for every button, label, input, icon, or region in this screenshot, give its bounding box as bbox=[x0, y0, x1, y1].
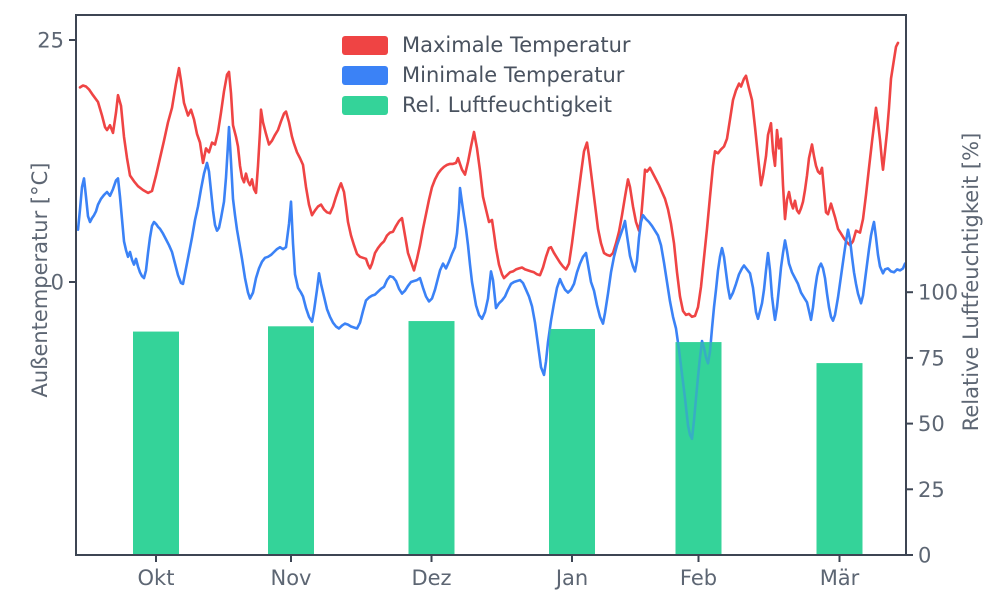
humidity-bar-overlay-Jan bbox=[549, 328, 595, 555]
humidity-bar-overlay-Mär bbox=[816, 363, 863, 555]
y-axis-left-label: Außentemperatur [°C] bbox=[28, 162, 52, 398]
humidity-bar-overlay-Nov bbox=[268, 326, 314, 555]
x-tick-label: Dez bbox=[411, 566, 451, 590]
min-temperature-line bbox=[76, 125, 907, 441]
y-left-tick-label: 25 bbox=[37, 29, 64, 53]
y-right-tick-label: 75 bbox=[918, 346, 945, 370]
plot-border bbox=[75, 14, 907, 556]
legend-label: Maximale Temperatur bbox=[402, 33, 631, 57]
y-right-tick-label: 0 bbox=[918, 544, 931, 568]
y-right-tick-label: 25 bbox=[918, 478, 945, 502]
y-axis-right-label: Relative Luftfeuchtigkeit [%] bbox=[959, 132, 983, 432]
x-tick-label: Jan bbox=[554, 566, 588, 590]
y-right-tick-label: 100 bbox=[918, 281, 958, 305]
legend-item-humidity: Rel. Luftfeuchtigkeit bbox=[342, 90, 631, 120]
y-right-tick-label: 50 bbox=[918, 412, 945, 436]
legend: Maximale Temperatur Minimale Temperatur … bbox=[342, 30, 631, 120]
legend-swatch-green bbox=[342, 95, 388, 115]
legend-label: Minimale Temperatur bbox=[402, 63, 625, 87]
humidity-bar-overlay-Okt bbox=[133, 331, 179, 555]
x-tick-label: Feb bbox=[680, 566, 717, 590]
legend-item-min-temp: Minimale Temperatur bbox=[342, 60, 631, 90]
humidity-bar-overlay-Dez bbox=[408, 321, 455, 555]
legend-item-max-temp: Maximale Temperatur bbox=[342, 30, 631, 60]
legend-swatch-blue bbox=[342, 65, 388, 85]
legend-label: Rel. Luftfeuchtigkeit bbox=[402, 93, 612, 117]
x-tick-label: Nov bbox=[271, 566, 312, 590]
legend-swatch-red bbox=[342, 35, 388, 55]
x-tick-label: Okt bbox=[138, 566, 175, 590]
max-temperature-line bbox=[78, 41, 900, 319]
x-tick-label: Mär bbox=[820, 566, 860, 590]
y-left-tick-label: 0 bbox=[51, 271, 64, 295]
humidity-bar-overlay-Feb bbox=[675, 342, 722, 555]
